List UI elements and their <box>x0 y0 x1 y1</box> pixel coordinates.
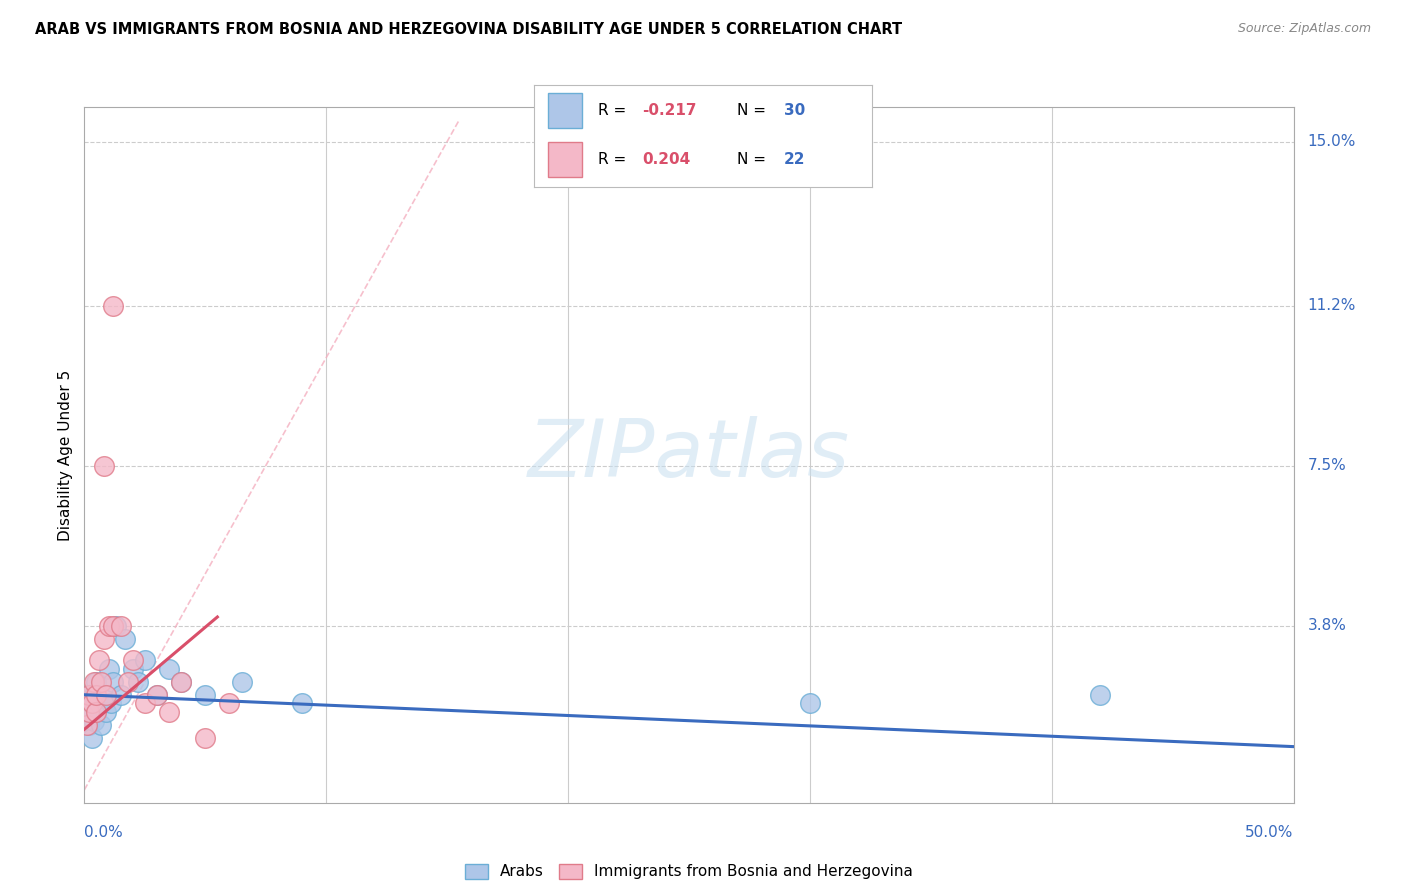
Text: 3.8%: 3.8% <box>1308 618 1347 633</box>
Point <box>77 688 100 702</box>
Point <box>77 705 100 719</box>
Point <box>157 705 180 719</box>
Point <box>94 705 117 719</box>
Text: 22: 22 <box>785 153 806 167</box>
Point <box>231 674 253 689</box>
Point <box>86 674 108 689</box>
Text: ARAB VS IMMIGRANTS FROM BOSNIA AND HERZEGOVINA DISABILITY AGE UNDER 5 CORRELATIO: ARAB VS IMMIGRANTS FROM BOSNIA AND HERZE… <box>35 22 903 37</box>
Point <box>218 697 240 711</box>
Point <box>194 731 217 745</box>
Point <box>194 688 217 702</box>
Text: N =: N = <box>737 103 770 118</box>
Point <box>103 299 125 313</box>
Point <box>77 718 100 732</box>
Point <box>104 618 127 632</box>
Bar <box>548 142 582 177</box>
Point <box>93 632 115 646</box>
Point <box>83 688 105 702</box>
Text: R =: R = <box>599 153 631 167</box>
Point <box>77 688 100 702</box>
Text: 11.2%: 11.2% <box>1308 298 1355 313</box>
Point <box>80 697 103 711</box>
Point <box>114 632 136 646</box>
Point <box>291 697 314 711</box>
Y-axis label: Disability Age Under 5: Disability Age Under 5 <box>58 369 73 541</box>
Point <box>121 662 143 676</box>
Point <box>83 674 105 689</box>
Point <box>110 618 132 632</box>
Point <box>127 674 149 689</box>
Point <box>90 674 112 689</box>
Point <box>87 697 110 711</box>
Text: 7.5%: 7.5% <box>1308 458 1347 474</box>
Point <box>93 688 115 702</box>
Point <box>86 705 108 719</box>
Point <box>134 697 156 711</box>
Point <box>134 653 156 667</box>
Point <box>100 697 122 711</box>
Point <box>80 731 103 745</box>
Point <box>110 688 132 702</box>
Text: N =: N = <box>737 153 770 167</box>
Point <box>76 718 98 732</box>
Point <box>86 688 108 702</box>
Point <box>170 674 193 689</box>
Point <box>121 653 143 667</box>
Point <box>76 705 98 719</box>
Point <box>90 718 112 732</box>
Point <box>146 688 169 702</box>
Text: -0.217: -0.217 <box>643 103 697 118</box>
Point <box>80 697 103 711</box>
Text: Source: ZipAtlas.com: Source: ZipAtlas.com <box>1237 22 1371 36</box>
Point <box>170 674 193 689</box>
Text: R =: R = <box>599 103 631 118</box>
Point <box>1088 688 1111 702</box>
Point <box>799 697 821 711</box>
Bar <box>548 93 582 128</box>
Point <box>146 688 169 702</box>
Text: 0.204: 0.204 <box>643 153 690 167</box>
Point <box>97 662 120 676</box>
Text: 0.0%: 0.0% <box>84 825 124 840</box>
Point <box>97 618 120 632</box>
Point <box>103 618 125 632</box>
Point <box>87 653 110 667</box>
Text: ZIPatlas: ZIPatlas <box>527 416 851 494</box>
Point <box>94 688 117 702</box>
Point <box>83 714 105 728</box>
Point <box>103 674 125 689</box>
Text: 30: 30 <box>785 103 806 118</box>
Point <box>93 458 115 473</box>
Legend: Arabs, Immigrants from Bosnia and Herzegovina: Arabs, Immigrants from Bosnia and Herzeg… <box>458 857 920 886</box>
Text: 15.0%: 15.0% <box>1308 134 1355 149</box>
Point <box>117 674 139 689</box>
Text: 50.0%: 50.0% <box>1246 825 1294 840</box>
Point <box>86 705 108 719</box>
Point <box>157 662 180 676</box>
